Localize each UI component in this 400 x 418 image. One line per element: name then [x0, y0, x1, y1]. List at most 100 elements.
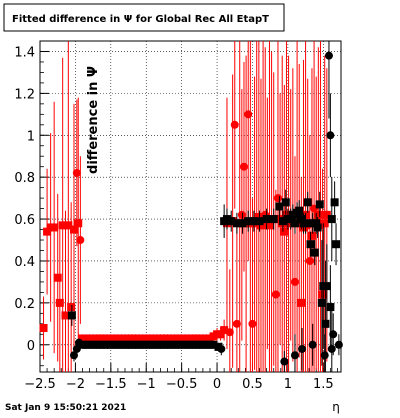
- data-point: [262, 215, 271, 224]
- axis-ticks: −2.5 −2 −1.5 −1 −0.5 0 0.5 1 1.5 0 0.2 0.4 0.6 0.8 1 1.…: [14, 45, 338, 392]
- data-point: [280, 227, 289, 236]
- data-point: [301, 219, 310, 228]
- data-point: [297, 298, 306, 307]
- data-point: [50, 223, 59, 232]
- data-point: [330, 198, 339, 207]
- data-point: [222, 215, 231, 224]
- y-tick-label: 1.2: [14, 87, 35, 102]
- x-tick-label: 1.5: [313, 377, 334, 392]
- data-point: [318, 290, 327, 299]
- data-point: [290, 351, 299, 360]
- data-point: [280, 357, 289, 366]
- data-point: [332, 240, 341, 249]
- x-tick-label: −2: [66, 377, 85, 392]
- data-point: [39, 324, 48, 333]
- data-point: [288, 210, 297, 219]
- data-point: [58, 221, 67, 230]
- data-point: [315, 200, 324, 209]
- x-tick-label: −2.5: [24, 377, 56, 392]
- data-point: [217, 344, 226, 353]
- data-point: [61, 311, 70, 320]
- data-point: [329, 330, 338, 339]
- data-point: [249, 217, 258, 226]
- x-tick-label: 1: [284, 377, 292, 392]
- data-point: [244, 110, 253, 119]
- title-frame: [3, 3, 285, 32]
- y-tick-label: 0.8: [14, 171, 35, 186]
- data-point: [303, 198, 312, 207]
- data-point: [310, 248, 319, 257]
- data-point: [334, 340, 343, 349]
- data-point: [76, 236, 85, 245]
- data-point: [72, 168, 81, 177]
- data-point: [327, 215, 336, 224]
- data-point: [43, 227, 52, 236]
- data-point: [320, 219, 329, 228]
- data-point: [254, 212, 263, 221]
- data-point: [238, 219, 247, 228]
- data-point: [227, 217, 236, 226]
- y-tick-label: 0.4: [14, 255, 35, 270]
- data-point: [314, 210, 323, 219]
- x-tick-label: −0.5: [166, 377, 198, 392]
- data-point: [282, 210, 291, 219]
- data-point: [232, 219, 241, 228]
- data-point: [324, 51, 333, 60]
- data-point: [273, 194, 282, 203]
- x-tick-label: 0.5: [242, 377, 263, 392]
- data-point: [64, 221, 73, 230]
- y-axis-label: difference in Ψ: [86, 66, 101, 174]
- data-point: [275, 202, 284, 211]
- data-series: [39, 41, 343, 372]
- data-point: [322, 210, 331, 219]
- data-point: [269, 215, 278, 224]
- data-point: [225, 328, 234, 337]
- chart-title-box: Fitted difference in Ψ for Global Rec Al…: [3, 3, 285, 32]
- y-tick-label: 0.2: [14, 297, 35, 312]
- data-point: [308, 340, 317, 349]
- data-point: [286, 215, 295, 224]
- data-point: [220, 326, 229, 335]
- y-tick-label: 0: [27, 339, 35, 354]
- data-point: [239, 162, 248, 171]
- data-point: [327, 344, 336, 353]
- data-point: [271, 290, 280, 299]
- data-point: [295, 206, 304, 215]
- data-point: [216, 330, 225, 339]
- x-tick-label: −1.5: [95, 377, 127, 392]
- data-point: [290, 219, 299, 228]
- data-point: [255, 217, 264, 226]
- data-point: [313, 223, 322, 232]
- data-point: [69, 225, 78, 234]
- x-tick-label: −1: [137, 377, 156, 392]
- data-point: [307, 231, 316, 240]
- data-point: [281, 198, 290, 207]
- data-point: [312, 219, 321, 228]
- timestamp: Sat Jan 9 15:50:21 2021: [5, 403, 126, 413]
- series-black: [67, 41, 343, 372]
- data-point: [248, 319, 257, 328]
- data-point: [55, 298, 64, 307]
- data-point: [265, 221, 274, 230]
- data-point: [320, 351, 329, 360]
- data-point: [67, 311, 76, 320]
- data-point: [290, 277, 299, 286]
- y-tick-label: 0.6: [14, 213, 35, 228]
- x-tick-label: 0: [213, 377, 221, 392]
- data-point: [74, 219, 83, 228]
- data-point: [297, 215, 306, 224]
- grid: [39, 41, 341, 372]
- data-point: [321, 319, 330, 328]
- data-point: [322, 282, 331, 291]
- data-point: [67, 303, 76, 312]
- y-tick-label: 1.4: [14, 45, 35, 60]
- data-point: [305, 256, 314, 265]
- chart-title: Fitted difference in Ψ for Global Rec Al…: [12, 14, 269, 25]
- data-point: [53, 273, 62, 282]
- x-axis-label: η: [332, 400, 340, 414]
- data-point: [278, 217, 287, 226]
- data-point: [306, 240, 315, 249]
- data-point: [284, 219, 293, 228]
